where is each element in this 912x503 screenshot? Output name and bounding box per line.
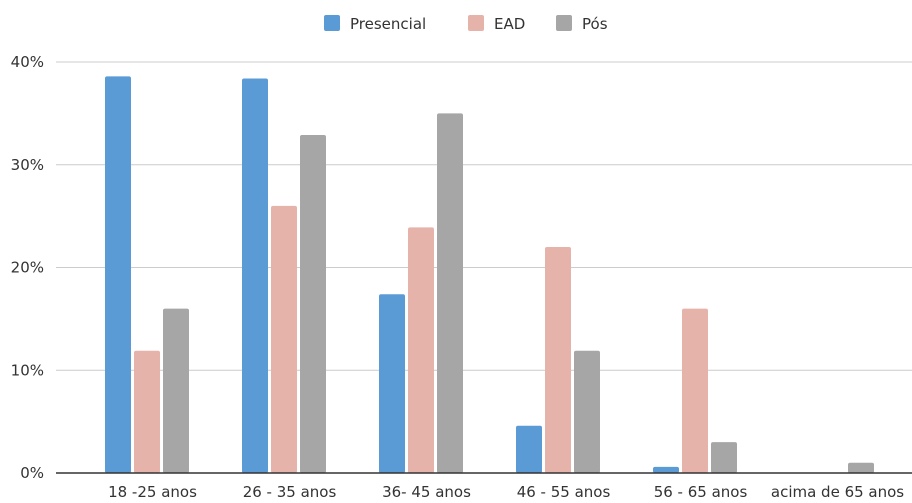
legend-label: Presencial bbox=[350, 15, 426, 33]
bar-ead bbox=[682, 308, 708, 473]
bar-p-s bbox=[163, 308, 189, 473]
bar-presencial bbox=[105, 76, 131, 473]
x-tick-label: acima de 65 anos bbox=[771, 483, 904, 501]
bar-ead bbox=[271, 205, 297, 473]
legend: Presencial EAD Pós bbox=[324, 15, 608, 33]
y-tick-label: 30% bbox=[11, 156, 44, 174]
bars bbox=[105, 76, 874, 473]
bar-presencial bbox=[516, 425, 542, 473]
bar-ead bbox=[545, 246, 571, 473]
y-gridlines bbox=[56, 61, 912, 371]
legend-label: EAD bbox=[494, 15, 525, 33]
legend-swatch bbox=[556, 15, 572, 31]
x-tick-label: 18 -25 anos bbox=[108, 483, 197, 501]
bar-p-s bbox=[300, 134, 326, 473]
bar-ead bbox=[134, 350, 160, 473]
x-tick-label: 56 - 65 anos bbox=[654, 483, 748, 501]
x-axis-tick-labels: 18 -25 anos 26 - 35 anos 36- 45 anos 46 - 5… bbox=[108, 483, 904, 501]
y-axis-tick-labels: 0% 10% 20% 30% 40% bbox=[11, 53, 44, 482]
legend-label: Pós bbox=[582, 15, 608, 33]
y-tick-label: 0% bbox=[20, 464, 44, 482]
bar-presencial bbox=[379, 294, 405, 473]
bar-presencial bbox=[242, 78, 268, 473]
legend-swatch bbox=[468, 15, 484, 31]
y-tick-label: 10% bbox=[11, 361, 44, 379]
bar-presencial bbox=[653, 466, 679, 473]
x-tick-label: 36- 45 anos bbox=[382, 483, 471, 501]
bar-p-s bbox=[711, 442, 737, 473]
x-tick-label: 46 - 55 anos bbox=[517, 483, 611, 501]
bar-p-s bbox=[848, 462, 874, 473]
bar-ead bbox=[408, 227, 434, 473]
y-tick-label: 20% bbox=[11, 259, 44, 277]
bar-p-s bbox=[574, 350, 600, 473]
x-tick-label: 26 - 35 anos bbox=[243, 483, 337, 501]
legend-swatch bbox=[324, 15, 340, 31]
y-tick-label: 40% bbox=[11, 53, 44, 71]
bar-p-s bbox=[437, 113, 463, 473]
